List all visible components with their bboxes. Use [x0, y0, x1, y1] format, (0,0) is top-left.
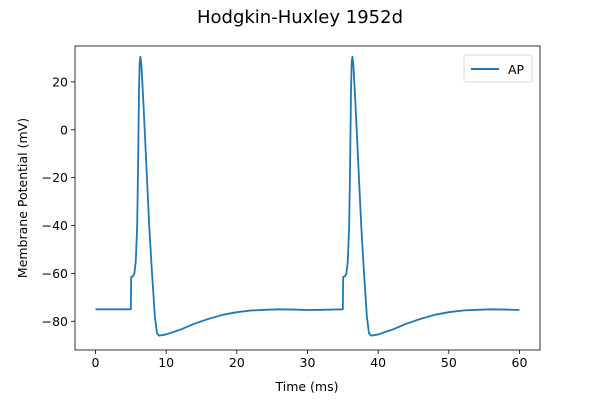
plot-area — [95, 55, 520, 337]
x-tick-label: 30 — [300, 355, 316, 370]
y-axis: −80 −60 −40 −20 0 20 — [42, 74, 75, 329]
y-tick-label: −60 — [42, 266, 68, 281]
y-tick-label: 0 — [60, 122, 68, 137]
legend: AP — [463, 54, 533, 83]
x-tick-label: 10 — [158, 355, 174, 370]
x-tick-label: 20 — [229, 355, 245, 370]
y-tick-label: −80 — [42, 314, 68, 329]
chart-title: Hodgkin-Huxley 1952d — [197, 7, 403, 28]
x-tick-label: 0 — [92, 355, 100, 370]
x-axis-label: Time (ms) — [274, 379, 338, 394]
legend-label-ap: AP — [508, 62, 525, 77]
x-tick-label: 40 — [370, 355, 386, 370]
x-axis: 0 10 20 30 40 50 60 — [92, 350, 528, 370]
x-tick-label: 60 — [512, 355, 528, 370]
axes-frame — [74, 45, 541, 351]
y-axis-label: Membrane Potential (mV) — [15, 118, 30, 278]
x-tick-label: 50 — [441, 355, 457, 370]
y-tick-label: 20 — [52, 74, 68, 89]
y-tick-label: −20 — [42, 170, 68, 185]
y-tick-label: −40 — [42, 218, 68, 233]
series-line-ap — [95, 55, 520, 337]
